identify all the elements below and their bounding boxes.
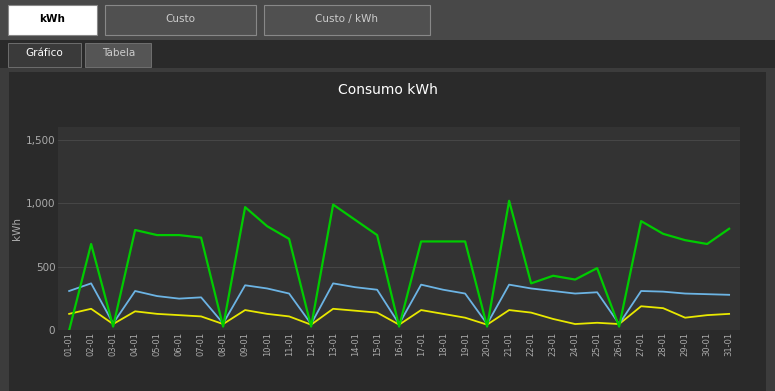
FancyBboxPatch shape (8, 43, 81, 67)
Text: Consumo kWh: Consumo kWh (338, 83, 437, 97)
Text: Custo / kWh: Custo / kWh (315, 14, 378, 24)
FancyBboxPatch shape (85, 43, 151, 67)
Y-axis label: kWh: kWh (12, 217, 22, 240)
Text: kWh: kWh (40, 14, 65, 24)
Text: Tabela: Tabela (102, 48, 135, 58)
FancyBboxPatch shape (8, 5, 97, 35)
Text: Gráfico: Gráfico (26, 48, 64, 58)
FancyBboxPatch shape (105, 5, 256, 35)
Text: Custo: Custo (165, 14, 195, 24)
FancyBboxPatch shape (264, 5, 430, 35)
